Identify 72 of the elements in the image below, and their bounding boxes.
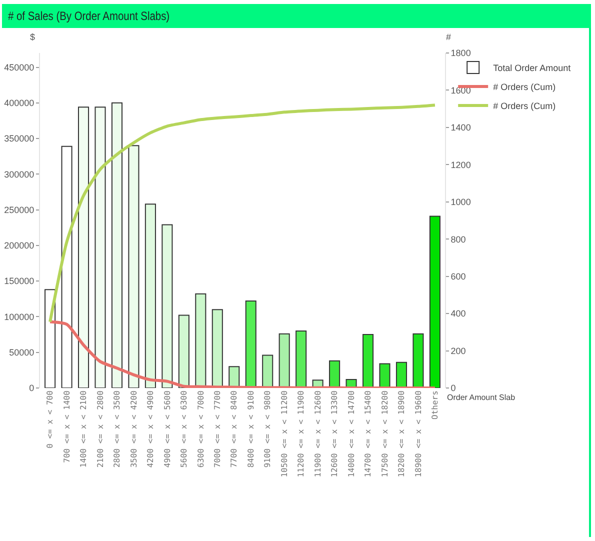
- bar: [128, 145, 140, 388]
- bar: [429, 216, 440, 388]
- y-tick-label: 250000: [4, 204, 34, 215]
- x-tick-label: 4900 <= x < 5600: [162, 390, 172, 468]
- bar: [262, 354, 274, 388]
- x-tick-label: 5600 <= x < 6300: [180, 390, 189, 468]
- y-tick-label: 400000: [4, 98, 34, 108]
- legend-label: # Orders (Cum): [493, 101, 556, 112]
- y-tick-label: 100000: [4, 312, 34, 322]
- y2-tick-label: 800: [450, 234, 466, 244]
- x-tick-label: 9100 <= x < 9800: [263, 390, 272, 468]
- x-tick-label: 3500 <= x < 4200: [129, 390, 138, 468]
- bar: [362, 334, 374, 388]
- legend-label: Total Order Amount: [493, 63, 572, 74]
- bar: [44, 289, 56, 388]
- y-tick-label: 50000: [9, 348, 34, 358]
- bar: [278, 333, 290, 388]
- y2-tick-label: 600: [450, 271, 466, 282]
- y-tick-label: 200000: [4, 240, 34, 251]
- x-tick-label: 700 <= x < 1400: [62, 390, 72, 463]
- bar: [212, 309, 223, 388]
- x-tick-label: 14700 <= x < 15400: [364, 390, 373, 478]
- x-tick-label: 2800 <= x < 3500: [112, 390, 122, 468]
- y2-tick-label: 200: [450, 346, 466, 356]
- x-tick-label: 7000 <= x < 7700: [213, 390, 222, 468]
- x-tick-label: 12600 <= x < 13300: [330, 390, 340, 478]
- x-tick-label: 11200 <= x < 11900: [296, 390, 306, 478]
- y2-tick-label: 1800: [450, 48, 471, 58]
- y2-tick-label: 1000: [450, 197, 471, 208]
- x-tick-label: 2100 <= x < 2800: [96, 390, 105, 468]
- x-axis-title: Order Amount Slab: [447, 393, 516, 402]
- bar: [245, 300, 256, 388]
- y-tick-label: 450000: [4, 62, 34, 72]
- y-tick-label: 150000: [4, 276, 34, 286]
- x-tick-label: 6300 <= x < 7000: [196, 390, 206, 468]
- x-tick-label: 18900 <= x < 19600: [414, 390, 423, 478]
- bar: [162, 224, 173, 388]
- bar: [61, 146, 72, 388]
- y2-tick-label: 1200: [450, 160, 471, 170]
- x-tick-label: 14000 <= x < 14700: [346, 390, 356, 478]
- x-tick-label: 7700 <= x < 8400: [230, 390, 239, 468]
- x-tick-label: 18200 <= x < 18900: [397, 390, 406, 478]
- line-series: [48, 104, 436, 324]
- x-tick-label: 1400 <= x < 2100: [79, 390, 88, 468]
- x-tick-label: Others: [430, 390, 440, 420]
- y2-tick-label: 400: [450, 308, 466, 319]
- bar: [94, 106, 106, 388]
- bar: [78, 106, 90, 388]
- y2-tick-label: 1400: [450, 122, 471, 133]
- x-tick-label: 17500 <= x < 18200: [380, 390, 390, 478]
- bar: [296, 330, 307, 388]
- y-tick-label: 300000: [4, 169, 34, 180]
- x-tick-label: 0 <= x < 700: [46, 390, 55, 448]
- x-tick-label: 4200 <= x < 4900: [146, 390, 156, 468]
- y-tick-label: 0: [29, 383, 34, 394]
- bar: [412, 333, 424, 388]
- y-axis-title: $: [30, 32, 36, 42]
- bar: [178, 314, 190, 388]
- line-series: [48, 320, 436, 388]
- bar: [379, 363, 390, 388]
- bar: [396, 362, 408, 388]
- legend-label: # Orders (Cum): [493, 82, 556, 92]
- bar: [329, 360, 340, 388]
- bar: [144, 204, 156, 388]
- bar: [111, 102, 122, 388]
- x-tick-label: 8400 <= x < 9100: [246, 390, 256, 468]
- chart-title: # of Sales (By Order Amount Slabs): [8, 9, 170, 23]
- y-tick-label: 350000: [4, 134, 34, 144]
- y2-axis-title: #: [446, 32, 452, 42]
- y2-tick-label: 0: [450, 383, 456, 394]
- x-tick-label: 11900 <= x < 12600: [313, 390, 322, 478]
- x-tick-label: 10500 <= x < 11200: [280, 390, 289, 478]
